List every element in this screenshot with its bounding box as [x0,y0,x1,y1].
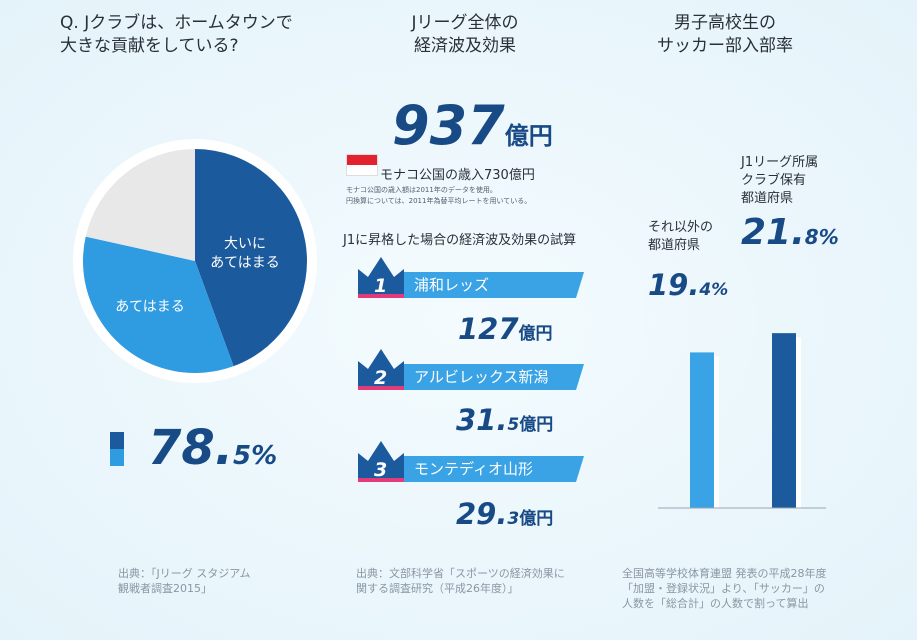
bar-label-others: それ以外の 都道府県 [648,220,714,253]
j1-subtitle: J1に昇格した場合の経済波及効果の試算 [343,233,577,248]
club-3-rank: 3 [374,459,388,481]
club-2-rank: 2 [374,367,388,389]
left-source: 出典：「Jリーグ スタジアム 観戦者調査2015」 [118,567,251,595]
bar-label-j1: J1リーグ所属 クラブ保有 都道府県 [741,155,819,206]
bar-j1 [772,333,796,508]
total-agree-value: 78.5% [148,420,278,476]
pie-slice-other [85,149,195,261]
pie-question: Q. Jクラブは、ホームタウンで 大きな貢献をしている? [60,13,293,56]
club-1-banner [358,257,584,298]
club-3-banner [358,441,584,482]
club-3-value: 29.3億円 [456,497,554,531]
club-rate-title: 男子高校生の サッカー部入部率 [657,13,793,56]
club-1-name: 浦和レッズ [414,276,490,294]
monaco-note: モナコ公国の歳入額は2011年のデータを使用。 円換算については、2011年為替… [346,186,532,205]
legend-swatch-agree [110,449,124,466]
club-2-name: アルビレックス新潟 [414,368,549,386]
pie-label-agree: あてはまる [115,299,185,315]
bar-others [690,352,714,508]
legend-swatch-strongly-agree [110,432,124,449]
bar-value-others: 19.4% [648,268,729,302]
club-3-name: モンテディオ山形 [414,460,533,478]
monaco-flag-icon [346,154,378,176]
pie-chart [73,139,317,383]
monaco-label: モナコ公国の歳入730億円 [380,168,535,183]
club-1-rank: 1 [374,275,388,297]
pie-slice-strongly-agree [195,149,308,367]
economic-title: Jリーグ全体の 経済波及効果 [411,13,519,56]
club-rate-chart [658,333,826,509]
right-source: 全国高等学校体育連盟 発表の平成28年度 「加盟・登録状況」より、「サッカー」の… [622,567,827,610]
pie-label-strongly-agree: 大いに あてはまる [210,236,280,271]
economic-total: 937億円 [392,94,553,157]
bar-value-j1: 21.8% [741,212,839,253]
pie-slice-agree [82,236,234,374]
club-2-value: 31.5億円 [456,403,554,437]
club-1-value: 127億円 [458,312,553,346]
club-2-banner [358,349,584,390]
middle-source: 出典：文部科学省「スポーツの経済効果に 関する調査研究（平成26年度）」 [356,567,565,595]
